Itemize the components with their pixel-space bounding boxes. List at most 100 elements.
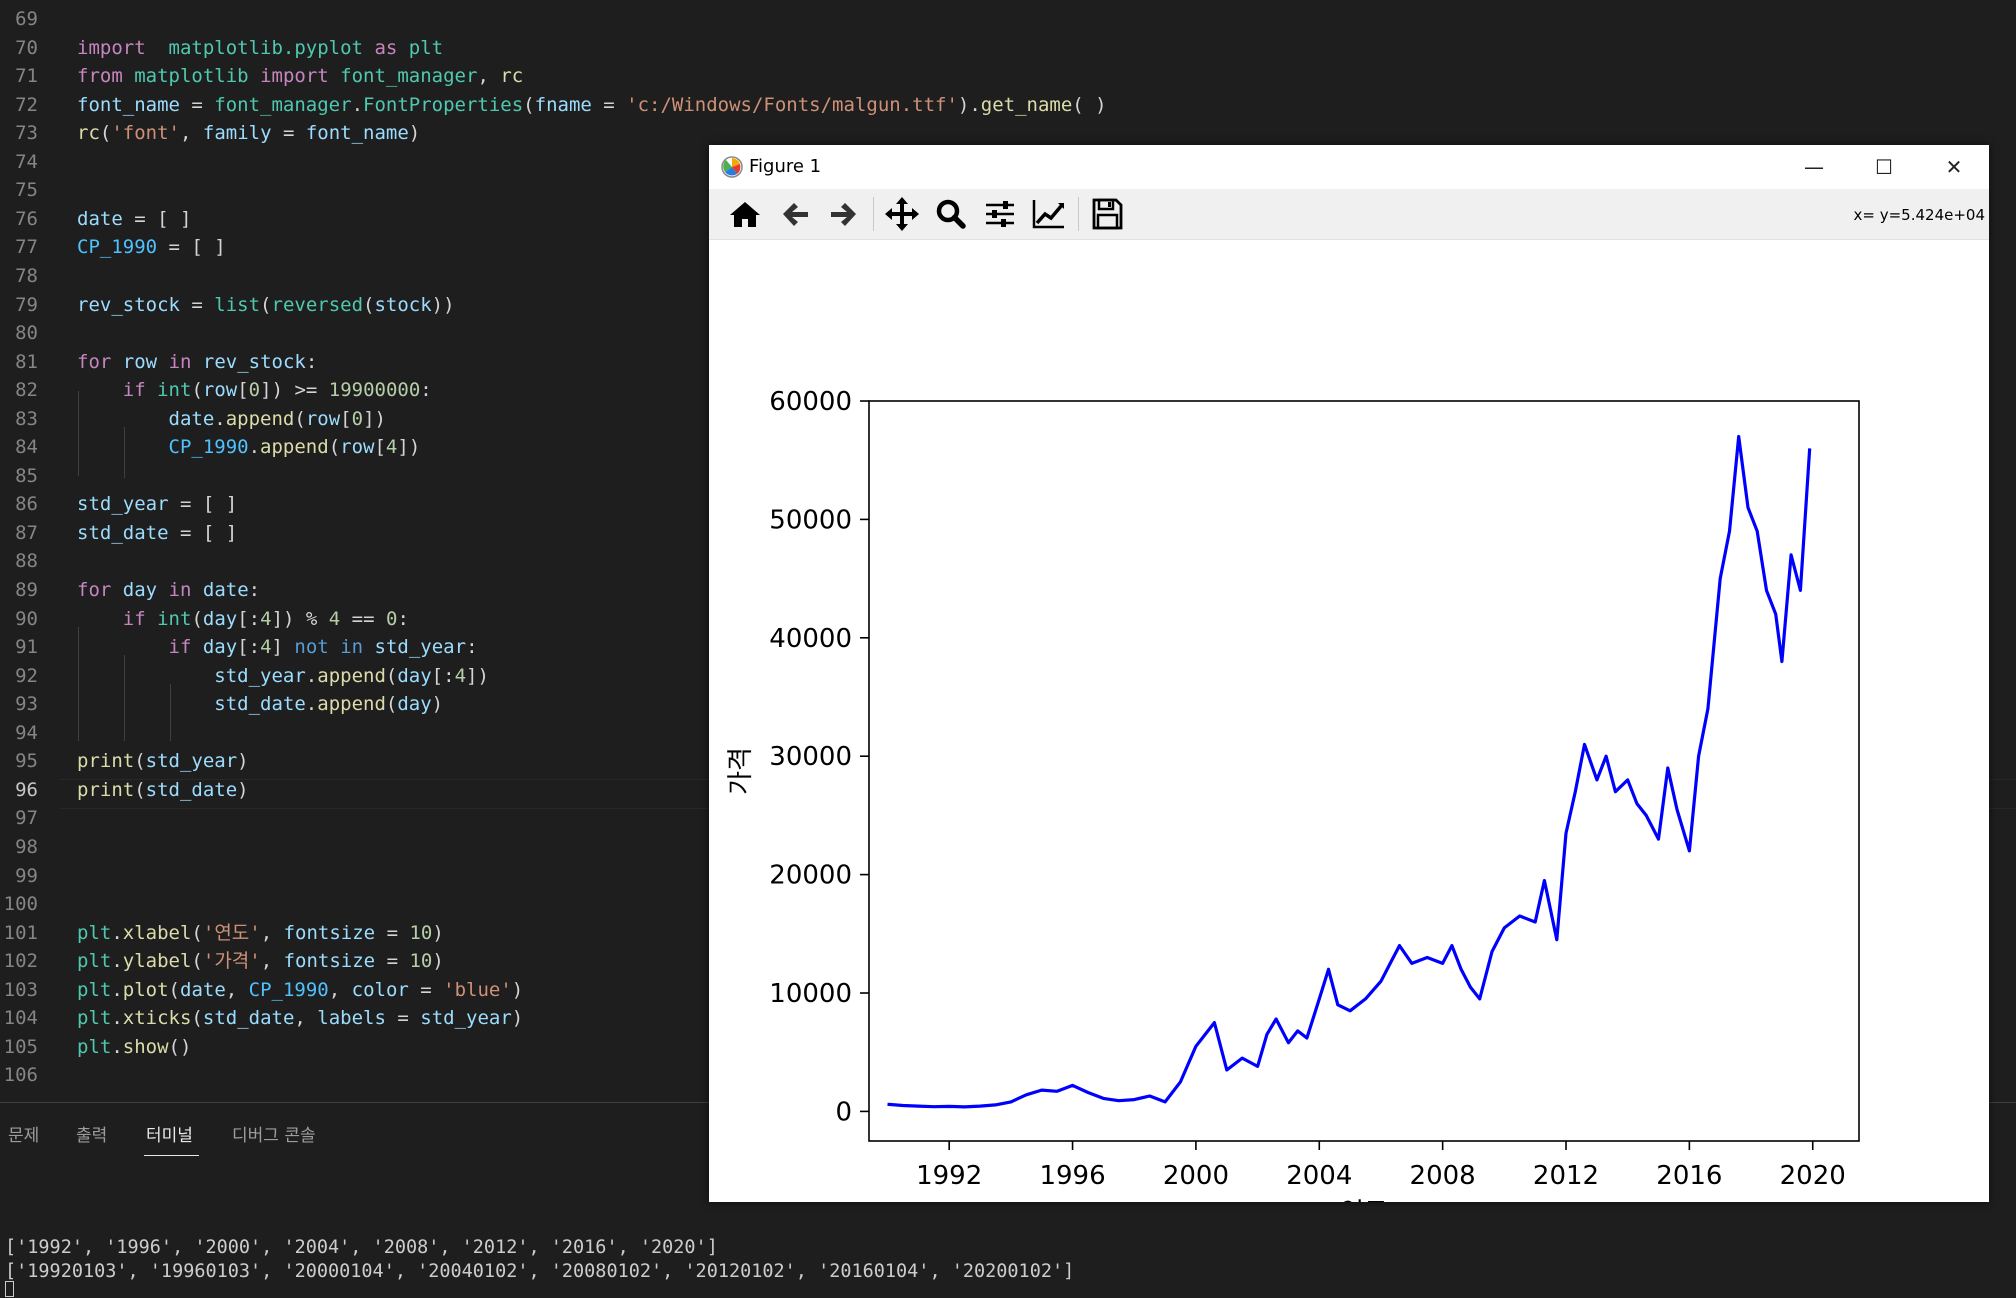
code-token: ,	[477, 65, 501, 88]
code-token: rev_stock	[202, 350, 306, 373]
code-token: =	[179, 293, 215, 316]
code-token: .	[248, 436, 261, 459]
code-token: )	[237, 778, 249, 801]
code-token: plt	[408, 36, 444, 59]
code-token: color	[351, 978, 409, 1001]
line-number: 71	[15, 65, 38, 88]
code-token: 4	[328, 607, 341, 630]
tab-debug-console[interactable]: 디버그 콘솔	[232, 1126, 316, 1146]
code-token: )	[511, 978, 524, 1001]
code-token: (	[191, 1007, 203, 1030]
maximize-button[interactable]: ☐	[1875, 155, 1893, 179]
code-token: matplotlib	[134, 65, 249, 88]
home-button[interactable]	[724, 194, 766, 234]
code-token	[146, 37, 169, 59]
code-token: .	[305, 664, 318, 687]
code-token	[191, 579, 202, 601]
code-token: ,	[225, 978, 249, 1001]
code-token: plt	[77, 950, 112, 973]
close-button[interactable]: ✕	[1945, 155, 1963, 179]
line-number: 86	[15, 493, 38, 516]
save-button[interactable]	[1086, 194, 1128, 234]
code-token: if	[122, 379, 146, 402]
code-token: )	[511, 1007, 524, 1030]
code-token: std_year	[214, 664, 306, 687]
tab-terminal[interactable]: 터미널	[146, 1126, 193, 1146]
code-text: print(std_date)	[77, 776, 249, 805]
code-token: append	[317, 693, 386, 716]
code-token	[146, 379, 157, 401]
window-titlebar[interactable]: Figure 1 — ☐ ✕	[709, 145, 1989, 189]
code-token: 4	[260, 636, 272, 659]
code-token: 'c:/Windows/Fonts/malgun.ttf'	[626, 93, 958, 116]
code-token: (	[134, 750, 146, 773]
code-token: .	[351, 93, 364, 116]
indent-guide	[170, 684, 171, 741]
code-token: CP_1990	[168, 436, 249, 459]
code-token: plt	[77, 978, 112, 1001]
code-token	[111, 579, 122, 601]
code-token: row	[202, 379, 238, 402]
code-token: [	[374, 436, 386, 459]
code-token: int	[157, 379, 192, 402]
subplots-button[interactable]	[979, 194, 1021, 234]
line-number: 85	[15, 464, 38, 487]
toolbar-separator	[873, 197, 874, 231]
figure-window[interactable]: Figure 1 — ☐ ✕	[709, 145, 1989, 1202]
code-token: rev_stock	[77, 293, 180, 316]
code-token: fontsize	[283, 921, 376, 944]
code-token: date	[180, 978, 226, 1001]
code-token: std_date	[214, 693, 306, 716]
zoom-button[interactable]	[930, 194, 972, 234]
figure-canvas[interactable]: 1992 1996 2000 2004 2008 2012 2016 2020 0 10000 20…	[709, 240, 1989, 1202]
code-token: fname	[534, 93, 592, 116]
edit-axes-button[interactable]	[1028, 194, 1070, 234]
line-number: 94	[15, 721, 38, 744]
code-token: (	[99, 122, 112, 145]
minimize-button[interactable]: —	[1804, 155, 1824, 179]
code-token: append	[225, 407, 295, 430]
tab-problems[interactable]: 문제	[8, 1126, 40, 1146]
forward-button[interactable]	[823, 194, 865, 234]
tab-output[interactable]: 출력	[76, 1126, 108, 1146]
x-tick-label: 2004	[1286, 1161, 1352, 1191]
line-number: 90	[15, 607, 38, 630]
code-token: import	[77, 36, 146, 59]
code-token: print	[77, 778, 135, 801]
code-text: date.append(row[0])	[77, 405, 386, 434]
code-token: [:	[431, 664, 455, 687]
code-token: [:	[237, 607, 261, 630]
code-text: plt.ylabel('가격', fontsize = 10)	[77, 947, 444, 976]
code-token: FontProperties	[363, 93, 524, 116]
line-number: 92	[15, 664, 38, 687]
code-token: .	[111, 921, 123, 944]
code-token: plt	[77, 1035, 112, 1058]
code-token	[249, 65, 260, 87]
code-token	[111, 351, 122, 373]
code-token	[77, 608, 123, 630]
code-token	[191, 636, 202, 658]
code-text: plt.xlabel('연도', fontsize = 10)	[77, 919, 444, 948]
line-number: 80	[15, 322, 38, 345]
code-token: from	[77, 65, 123, 88]
code-text: std_year.append(day[:4])	[77, 662, 489, 691]
back-button[interactable]	[774, 194, 816, 234]
code-token: .	[214, 407, 226, 430]
code-token: (	[328, 436, 341, 459]
y-tick-label: 20000	[769, 861, 852, 891]
save-icon	[1092, 198, 1123, 230]
code-text: print(std_year)	[77, 747, 249, 776]
code-token: = [ ]	[168, 493, 238, 516]
code-token: labels	[317, 1007, 386, 1030]
code-token: ]) %	[271, 607, 329, 630]
code-text: from matplotlib import font_manager, rc	[77, 62, 523, 91]
code-token: row	[122, 350, 158, 373]
series-line	[887, 434, 1812, 1109]
code-token: font_manager	[214, 93, 352, 116]
code-token	[77, 436, 169, 458]
code-text: rc('font', family = font_name)	[77, 119, 420, 148]
pan-button[interactable]	[881, 194, 923, 234]
code-token: (	[168, 978, 180, 1001]
code-text: if int(day[:4]) % 4 == 0:	[77, 605, 409, 634]
code-token: day	[397, 693, 432, 716]
